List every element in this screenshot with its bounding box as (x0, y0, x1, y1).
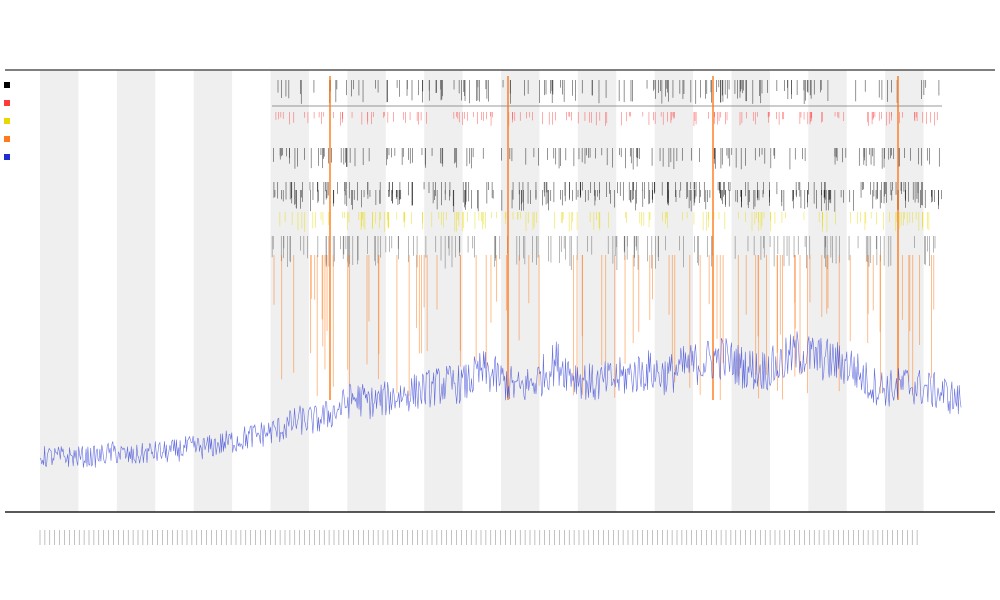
background-band (808, 70, 847, 512)
background-band (193, 70, 233, 512)
background-band (116, 70, 156, 512)
legend-swatch (4, 154, 10, 160)
background-band (40, 70, 79, 512)
background-band (731, 70, 770, 512)
background-band (577, 70, 617, 512)
legend-swatch (4, 136, 10, 142)
series-line (39, 331, 962, 468)
background-band (347, 70, 386, 512)
legend-swatch (4, 118, 10, 124)
background-band (270, 70, 309, 512)
background-band (424, 70, 463, 512)
legend-swatch (4, 82, 10, 88)
background-band (885, 70, 924, 512)
legend-swatch (4, 100, 10, 106)
background-band (654, 70, 694, 512)
